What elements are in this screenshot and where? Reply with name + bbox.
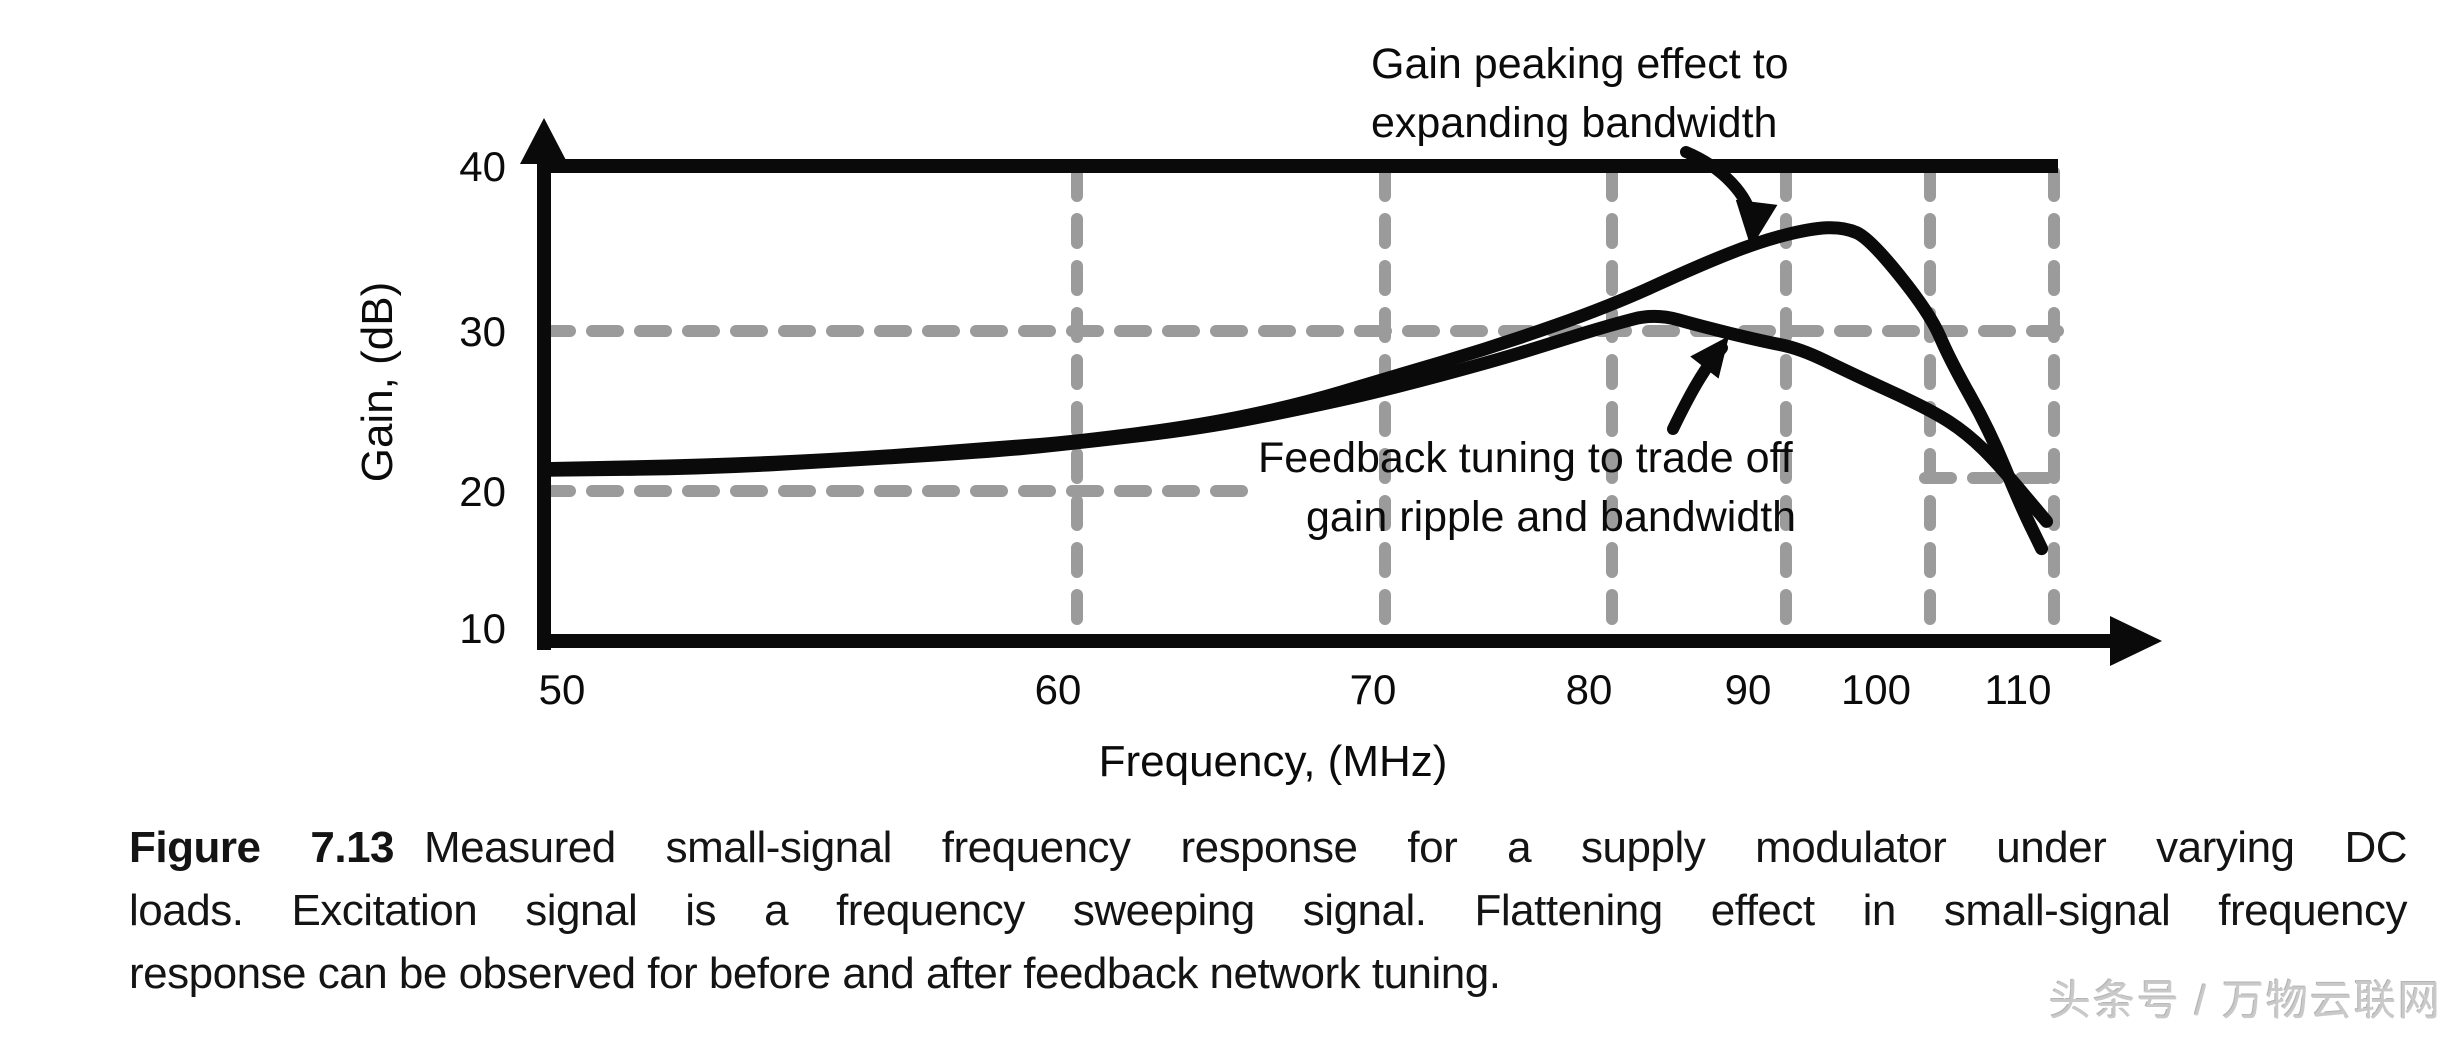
x-tick-label-50: 50 (539, 666, 586, 713)
y-axis-arrowhead-icon (520, 118, 568, 164)
caption-line-3: response can be observed for before and … (129, 949, 1501, 998)
x-tick-label-100: 100 (1841, 666, 1911, 713)
x-axis-title: Frequency, (MHz) (1099, 737, 1448, 786)
frequency-response-chart: 50 60 70 80 90 100 110 40 30 20 10 Frequency, (MHz)… (353, 40, 2162, 786)
y-tick-label-40: 40 (459, 143, 506, 190)
y-axis-title: Gain, (dB) (353, 282, 402, 483)
y-tick-label-10: 10 (459, 605, 506, 652)
x-tick-label-80: 80 (1566, 666, 1613, 713)
annotation-feedback-tuning-arrowhead-icon (1690, 336, 1729, 379)
x-tick-label-60: 60 (1035, 666, 1082, 713)
caption-line-2: loads. Excitation signal is a frequency … (129, 886, 2408, 935)
x-tick-label-110: 110 (1985, 666, 2052, 713)
curve-gain-peaking (539, 221, 2049, 556)
y-tick-label-20: 20 (459, 468, 506, 515)
annotation-gain-peaking-arrowhead-icon (1735, 199, 1778, 248)
x-axis-arrowhead-icon (2110, 616, 2162, 666)
annotation-gain-peaking-line-1: Gain peaking effect to (1371, 40, 1789, 88)
x-tick-label-90: 90 (1725, 666, 1772, 713)
curve-flattened (539, 309, 2054, 528)
figure-caption: Figure 7.13 Measured small-signal frequen… (129, 816, 2408, 1005)
caption-line-1-text: Measured small-signal frequency response… (424, 823, 2407, 872)
y-tick-label-30: 30 (459, 308, 506, 355)
annotation-gain-peaking-line-2: expanding bandwidth (1371, 99, 1777, 147)
caption-line-1: Figure 7.13 Measured small-signal frequen… (129, 816, 2407, 879)
chart-canvas: 50 60 70 80 90 100 110 40 30 20 10 Frequency, (MHz)… (353, 40, 2162, 786)
figure-number-label: Figure 7.13 (129, 823, 395, 872)
annotation-feedback-tuning-line-1: Feedback tuning to trade off (1258, 434, 1794, 482)
x-tick-label-70: 70 (1350, 666, 1397, 713)
annotation-feedback-tuning-line-2: gain ripple and bandwidth (1306, 493, 1796, 541)
watermark-text: 头条号 / 万物云联网 (2048, 977, 2442, 1024)
